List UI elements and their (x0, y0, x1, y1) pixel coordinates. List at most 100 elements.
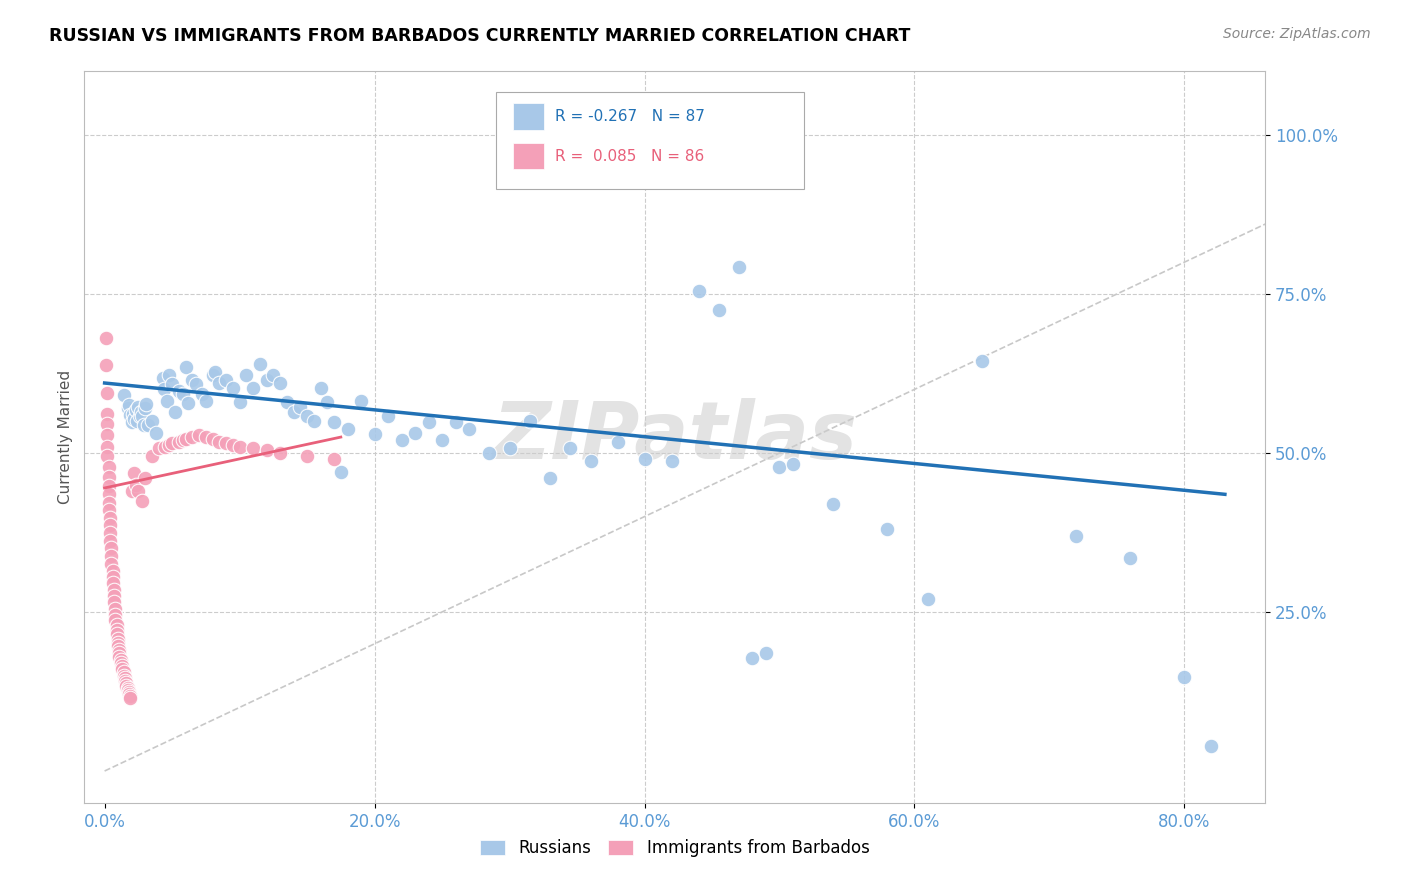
Point (96, 428, 118, 442)
Text: Source: ZipAtlas.com: Source: ZipAtlas.com (1223, 27, 1371, 41)
Point (97, 503, 120, 517)
Point (430, 434, 453, 448)
Point (876, 522, 898, 536)
Point (222, 438, 245, 452)
Point (152, 371, 174, 385)
Point (100, 557, 122, 571)
Point (114, 671, 136, 685)
Point (97, 487, 120, 501)
Point (242, 381, 264, 395)
Point (128, 409, 150, 423)
Point (131, 409, 153, 423)
Point (104, 607, 127, 622)
Point (194, 430, 217, 444)
Point (160, 436, 183, 450)
Point (115, 676, 138, 690)
Point (114, 673, 136, 688)
Point (101, 564, 124, 578)
Point (363, 426, 385, 441)
Point (208, 434, 231, 449)
Point (115, 679, 138, 693)
Point (917, 592, 939, 607)
Point (110, 656, 132, 670)
Point (1201, 739, 1223, 753)
Point (444, 416, 467, 430)
Point (135, 397, 157, 411)
Point (970, 353, 993, 368)
Point (823, 497, 845, 511)
Point (186, 377, 208, 392)
Point (458, 422, 481, 436)
Point (222, 381, 245, 395)
Point (117, 681, 139, 696)
Point (329, 465, 352, 479)
Point (131, 493, 153, 508)
Point (121, 416, 143, 430)
Point (1173, 670, 1195, 684)
Point (174, 432, 197, 446)
Point (127, 400, 149, 414)
Point (181, 430, 204, 444)
Point (177, 396, 200, 410)
Point (269, 376, 291, 390)
Point (191, 387, 214, 401)
Point (194, 393, 217, 408)
Point (208, 376, 231, 390)
Y-axis label: Currently Married: Currently Married (58, 370, 73, 504)
Point (125, 414, 148, 428)
Point (606, 434, 628, 449)
Point (104, 602, 127, 616)
Point (112, 668, 135, 682)
Point (519, 414, 541, 428)
Point (336, 422, 359, 436)
Point (350, 393, 373, 408)
Point (134, 401, 156, 416)
Point (316, 395, 339, 409)
Point (96, 417, 118, 432)
Point (100, 549, 122, 563)
Point (96, 440, 118, 454)
Point (141, 414, 163, 428)
Point (124, 411, 146, 425)
Point (97, 495, 120, 509)
Point (98, 533, 121, 548)
Point (111, 662, 134, 676)
Point (323, 416, 346, 430)
Point (155, 440, 177, 454)
Point (478, 446, 501, 460)
Point (269, 446, 291, 460)
Point (104, 613, 127, 627)
Point (96, 407, 118, 421)
Point (228, 440, 250, 454)
Point (160, 377, 183, 392)
Point (153, 383, 176, 397)
Point (172, 387, 194, 401)
Point (377, 409, 399, 423)
Point (538, 471, 561, 485)
Point (108, 643, 131, 657)
Point (107, 640, 129, 654)
Point (1119, 550, 1142, 565)
Point (107, 635, 129, 649)
Legend: Russians, Immigrants from Barbados: Russians, Immigrants from Barbados (474, 832, 876, 864)
Point (98, 518, 121, 533)
Point (188, 428, 211, 442)
Point (111, 659, 134, 673)
Point (108, 649, 131, 664)
Point (122, 407, 145, 421)
Point (96, 449, 118, 463)
Point (201, 432, 224, 446)
Point (120, 690, 142, 705)
Point (103, 589, 125, 603)
Point (118, 685, 141, 699)
Point (560, 441, 582, 455)
Text: RUSSIAN VS IMMIGRANTS FROM BARBADOS CURRENTLY MARRIED CORRELATION CHART: RUSSIAN VS IMMIGRANTS FROM BARBADOS CURR… (49, 27, 911, 45)
Point (136, 417, 159, 432)
Point (215, 373, 238, 387)
Text: R =  0.085   N = 86: R = 0.085 N = 86 (555, 149, 704, 163)
Point (105, 623, 128, 637)
Point (141, 449, 163, 463)
Point (124, 477, 146, 491)
Point (105, 627, 128, 641)
Point (228, 395, 250, 409)
